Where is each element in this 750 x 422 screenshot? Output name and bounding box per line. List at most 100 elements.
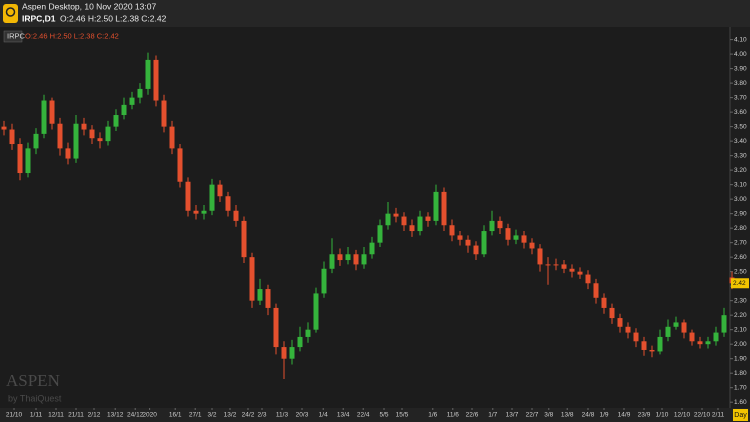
- candle-body: [105, 126, 111, 142]
- candle-body: [9, 129, 15, 145]
- x-tick-label: 1/6: [428, 412, 437, 419]
- candle-body: [81, 123, 87, 130]
- candle-body: [169, 126, 175, 149]
- x-unit-box: [733, 409, 748, 421]
- x-tick-label: 22/10: [694, 412, 711, 419]
- time-axis: [0, 408, 750, 422]
- x-tick-label: 12/11: [48, 412, 64, 419]
- candle-body: [49, 100, 55, 124]
- candle-body: [585, 274, 591, 284]
- y-tick-label: 2.00: [734, 341, 747, 348]
- last-price-box: [731, 278, 749, 289]
- candle-body: [417, 216, 423, 232]
- x-tick-label: 21/11: [68, 412, 84, 419]
- y-tick-label: 3.30: [734, 152, 747, 159]
- candle-body: [113, 115, 119, 127]
- y-tick-label: 2.50: [734, 268, 747, 275]
- candle-body: [513, 235, 519, 240]
- x-tick-label: 22/4: [357, 412, 370, 419]
- candle-body: [121, 104, 127, 116]
- y-tick-label: 3.50: [734, 123, 747, 130]
- y-tick-label: 1.70: [734, 384, 747, 391]
- x-tick-label: 27/1: [189, 412, 202, 419]
- candle-body: [353, 254, 359, 265]
- candle-body: [369, 242, 375, 255]
- y-tick-label: 3.70: [734, 94, 747, 101]
- candle-body: [537, 248, 543, 265]
- candle-body: [673, 322, 679, 327]
- candle-body: [641, 341, 647, 350]
- candle-body: [553, 264, 559, 266]
- candle-body: [481, 231, 487, 255]
- x-tick-label: 14/9: [618, 412, 631, 419]
- candle-body: [41, 100, 47, 134]
- x-tick-label: 13/7: [506, 412, 519, 419]
- candle-body: [385, 213, 391, 226]
- candle-body: [65, 148, 71, 159]
- candle-body: [441, 191, 447, 226]
- app-icon: [3, 4, 18, 23]
- y-tick-label: 2.10: [734, 326, 747, 333]
- candle-body: [617, 318, 623, 327]
- ohlc-header: O:2.46 H:2.50 L:2.38 C:2.42: [60, 13, 167, 23]
- candle-body: [625, 326, 631, 333]
- candle-body: [33, 133, 39, 149]
- candle-body: [185, 181, 191, 211]
- candle-body: [305, 329, 311, 337]
- y-tick-label: 2.30: [734, 297, 747, 304]
- candle-body: [473, 245, 479, 255]
- candle-body: [521, 235, 527, 243]
- candle-body: [457, 235, 463, 240]
- window-title: Aspen Desktop, 10 Nov 2020 13:07: [22, 1, 156, 11]
- y-tick-label: 2.90: [734, 210, 747, 217]
- x-tick-label: 13/8: [561, 412, 574, 419]
- candle-body: [569, 268, 575, 272]
- candle-body: [401, 216, 407, 226]
- x-tick-label: 24/2: [242, 412, 255, 419]
- candle-body: [177, 148, 183, 182]
- candle-body: [225, 196, 231, 211]
- x-tick-label: 12/10: [674, 412, 691, 419]
- candle-body: [665, 326, 671, 337]
- candle-body: [409, 225, 415, 232]
- candle-body: [505, 228, 511, 240]
- x-tick-label: 24/8: [582, 412, 595, 419]
- candle-body: [577, 271, 583, 275]
- y-tick-label: 1.80: [734, 370, 747, 377]
- candle-body: [497, 220, 503, 229]
- candle-body: [265, 289, 271, 308]
- candle-body: [377, 225, 383, 243]
- candle-body: [601, 297, 607, 308]
- candle-body: [489, 220, 495, 232]
- legend-ohlc: O:2.46 H:2.50 L:2.38 C:2.42: [25, 31, 119, 40]
- x-tick-label: 1/7: [488, 412, 497, 419]
- x-tick-label: 1/4: [319, 412, 328, 419]
- candle-body: [289, 347, 295, 359]
- candle-body: [25, 148, 31, 174]
- candle-body: [217, 184, 223, 197]
- x-tick-label: 13/12: [107, 412, 124, 419]
- x-tick-label: 3/8: [544, 412, 553, 419]
- candle-body: [393, 213, 399, 217]
- candle-body: [129, 97, 135, 105]
- candle-body: [273, 307, 279, 348]
- candle-body: [633, 332, 639, 342]
- x-tick-label: 22/7: [526, 412, 539, 419]
- y-tick-label: 2.70: [734, 239, 747, 246]
- x-tick-label: 11/3: [276, 412, 289, 419]
- candle-body: [233, 210, 239, 221]
- symbol: IRPC,D1: [22, 13, 56, 23]
- x-tick-label: 24/12: [127, 412, 144, 419]
- x-tick-label: 11/6: [447, 412, 460, 419]
- x-tick-label: 23/9: [638, 412, 651, 419]
- last-price-label: 2.42: [733, 280, 746, 287]
- candle-body: [425, 216, 431, 221]
- x-tick-label: 16/1: [169, 412, 182, 419]
- y-tick-label: 3.80: [734, 80, 747, 87]
- candle-body: [73, 123, 79, 159]
- candle-body: [1, 126, 7, 130]
- candle-body: [713, 332, 719, 342]
- x-tick-label: 21/10: [6, 412, 23, 419]
